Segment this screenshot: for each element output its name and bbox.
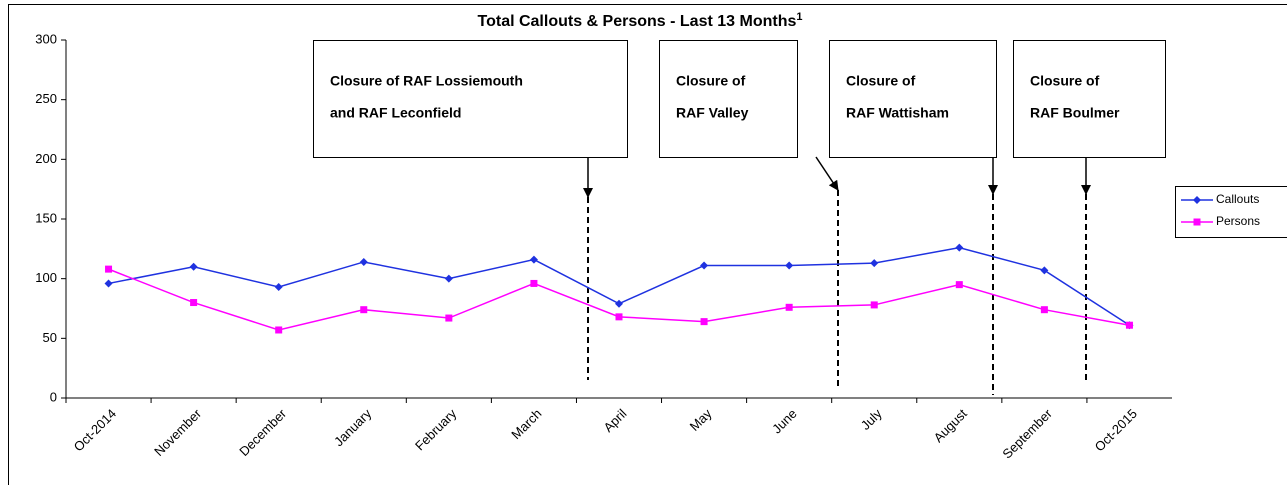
point — [359, 257, 368, 266]
x-tick-label: November — [151, 405, 204, 458]
annotation-box — [829, 40, 997, 158]
point — [615, 299, 623, 308]
point — [700, 261, 709, 270]
annotation-text: RAF Wattisham — [846, 105, 949, 121]
chart-title: Total Callouts & Persons - Last 13 Month… — [478, 11, 803, 30]
chart-border — [8, 4, 1287, 485]
point — [445, 314, 453, 322]
annotation-box — [1013, 40, 1166, 158]
y-tick-label: 150 — [35, 210, 57, 225]
y-tick-label: 250 — [35, 91, 57, 106]
point — [870, 301, 878, 309]
x-tick-label: May — [687, 406, 715, 434]
x-tick-label: January — [331, 406, 375, 450]
legend-label: Persons — [1216, 214, 1260, 228]
point — [530, 279, 538, 287]
point — [275, 326, 283, 334]
y-tick-label: 200 — [35, 151, 57, 166]
point — [955, 243, 964, 252]
point — [700, 318, 708, 326]
annotation-text: Closure of RAF Lossiemouth — [330, 73, 523, 89]
x-tick-label: December — [236, 405, 289, 458]
x-tick-label: July — [858, 406, 885, 433]
annotation-text: Closure of — [676, 73, 746, 89]
point — [190, 299, 198, 307]
point — [785, 303, 793, 311]
x-tick-label: September — [999, 405, 1055, 461]
x-tick-label: Oct-2014 — [71, 406, 119, 454]
y-tick-label: 50 — [43, 330, 57, 345]
point — [360, 306, 368, 314]
legend-label: Callouts — [1216, 192, 1259, 206]
point — [189, 262, 198, 271]
annotation-arrow — [815, 156, 839, 191]
x-tick-label: August — [931, 406, 970, 445]
point — [274, 283, 283, 292]
legend-box — [1175, 186, 1287, 238]
x-tick-label: March — [508, 406, 544, 442]
point — [529, 255, 538, 264]
annotation-text: Closure of — [1030, 73, 1100, 89]
x-tick-label: April — [601, 406, 630, 435]
annotation-text: Closure of — [846, 73, 916, 89]
annotation-box — [659, 40, 798, 158]
y-tick-label: 300 — [35, 31, 57, 46]
series-line — [108, 268, 1130, 331]
point — [1040, 266, 1049, 275]
x-tick-label: February — [412, 406, 460, 454]
x-tick-label: June — [769, 406, 800, 437]
point — [785, 261, 794, 270]
point — [444, 274, 453, 283]
point — [105, 265, 113, 273]
point — [870, 259, 879, 268]
annotation-text: RAF Boulmer — [1030, 105, 1120, 121]
annotation-text: RAF Valley — [676, 105, 749, 121]
point — [104, 279, 113, 288]
x-tick-label: Oct-2015 — [1092, 406, 1140, 454]
legend-marker — [1193, 196, 1201, 204]
point — [1040, 306, 1048, 314]
y-tick-label: 0 — [50, 389, 57, 404]
legend-marker — [1193, 218, 1201, 226]
point — [1125, 321, 1133, 329]
point — [955, 281, 963, 289]
annotation-text: and RAF Leconfield — [330, 105, 461, 121]
annotation-box — [313, 40, 628, 158]
point — [615, 313, 623, 321]
y-tick-label: 100 — [35, 270, 57, 285]
